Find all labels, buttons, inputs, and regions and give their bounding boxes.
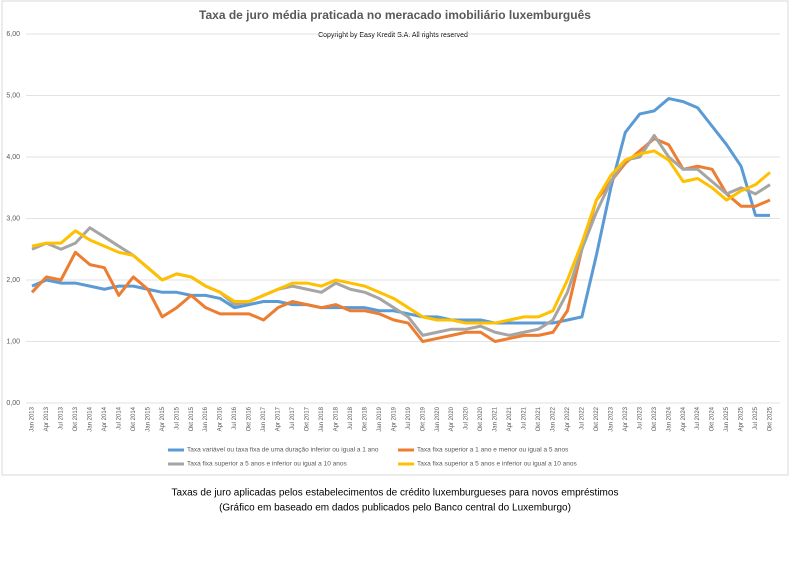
x-tick-label: Apr 2019 — [391, 406, 397, 431]
x-tick-label: Apr 2020 — [449, 406, 455, 431]
x-tick-label: Jan 2024 — [666, 406, 672, 431]
y-tick-label: 3,00 — [6, 215, 20, 222]
x-tick-label: Apr 2013 — [44, 406, 50, 431]
x-tick-label: Okt 2021 — [536, 406, 542, 431]
x-tick-label: Okt 2022 — [594, 406, 600, 431]
x-tick-label: Jan 2015 — [145, 406, 151, 431]
x-tick-label: Apr 2016 — [218, 406, 224, 431]
x-tick-label: Jan 2025 — [724, 406, 730, 431]
x-tick-label: Jan 2023 — [608, 406, 614, 431]
chart-frame — [1, 0, 789, 476]
x-tick-label: Apr 2023 — [623, 406, 629, 431]
x-tick-label: Apr 2022 — [565, 406, 571, 431]
x-tick-label: Jul 2013 — [59, 406, 65, 429]
x-tick-label: Okt 2014 — [131, 406, 137, 431]
x-tick-label: Jul 2024 — [695, 406, 701, 429]
x-tick-label: Jul 2018 — [348, 406, 354, 429]
x-tick-label: Okt 2023 — [652, 406, 658, 431]
x-tick-label: Jan 2017 — [261, 406, 267, 431]
x-tick-label: Apr 2021 — [507, 406, 513, 431]
caption: Taxas de juro aplicadas pelos estabeleci… — [172, 488, 619, 499]
x-tick-label: Jan 2022 — [551, 406, 557, 431]
x-tick-label: Apr 2017 — [276, 406, 282, 431]
y-tick-label: 5,00 — [6, 92, 20, 99]
x-tick-label: Jul 2019 — [406, 406, 412, 429]
x-tick-label: Jul 2015 — [174, 406, 180, 429]
x-tick-label: Jul 2025 — [753, 406, 759, 429]
x-tick-label: Jan 2019 — [377, 406, 383, 431]
x-tick-label: Jul 2023 — [637, 406, 643, 429]
y-tick-label: 1,00 — [6, 338, 20, 345]
legend-label: Taxa variável ou taxa fixa de uma duraçã… — [187, 447, 379, 454]
caption: (Gráfico em baseado em dados publicados … — [219, 503, 571, 514]
x-tick-label: Jan 2018 — [319, 406, 325, 431]
x-tick-label: Apr 2025 — [739, 406, 745, 431]
x-tick-label: Okt 2015 — [189, 406, 195, 431]
x-tick-label: Okt 2018 — [362, 406, 368, 431]
x-tick-label: Jul 2017 — [290, 406, 296, 429]
x-tick-label: Jan 2021 — [493, 406, 499, 431]
x-tick-label: Jan 2020 — [435, 406, 441, 431]
x-tick-label: Okt 2019 — [420, 406, 426, 431]
y-tick-label: 4,00 — [6, 154, 20, 161]
x-tick-label: Jan 2014 — [87, 406, 93, 431]
x-tick-label: Jul 2022 — [579, 406, 585, 429]
chart-title: Taxa de juro média praticada no meracado… — [199, 8, 591, 22]
legend-label: Taxa fixa superior a 5 anos e inferior o… — [417, 461, 577, 468]
x-tick-label: Okt 2024 — [710, 406, 716, 431]
x-tick-label: Jan 2013 — [30, 406, 36, 431]
x-tick-label: Apr 2018 — [333, 406, 339, 431]
x-tick-label: Jul 2014 — [116, 406, 122, 429]
x-tick-label: Okt 2020 — [478, 406, 484, 431]
y-tick-label: 2,00 — [6, 277, 20, 284]
x-tick-label: Jul 2020 — [464, 406, 470, 429]
legend-label: Taxa fixa superior a 1 ano e menor ou ig… — [417, 447, 569, 454]
x-tick-label: Apr 2015 — [160, 406, 166, 431]
x-tick-label: Okt 2017 — [305, 406, 311, 431]
x-tick-label: Jul 2016 — [232, 406, 238, 429]
x-tick-label: Apr 2014 — [102, 406, 108, 431]
chart-subtitle: Copyright by Easy Kredit S.A. All rights… — [318, 32, 468, 39]
x-tick-label: Apr 2024 — [681, 406, 687, 431]
x-tick-label: Jul 2021 — [522, 406, 528, 429]
y-tick-label: 6,00 — [6, 31, 20, 38]
series-line — [31, 149, 771, 325]
x-tick-label: Okt 2025 — [768, 406, 774, 431]
x-tick-label: Okt 2016 — [247, 406, 253, 431]
x-tick-label: Jan 2016 — [203, 406, 209, 431]
legend-label: Taxa fixa superior a 5 anos e inferior o… — [187, 461, 347, 468]
y-tick-label: 0,00 — [6, 400, 20, 407]
x-tick-label: Okt 2013 — [73, 406, 79, 431]
